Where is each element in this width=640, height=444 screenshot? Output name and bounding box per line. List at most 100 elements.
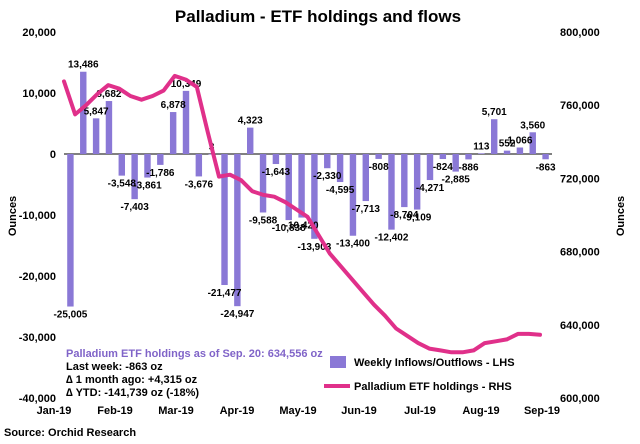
right-tick-label: 760,000 [560,100,600,112]
left-tick-label: -40,000 [19,393,56,405]
holdings-line [62,73,542,355]
x-tick-label: Mar-19 [158,405,193,417]
flow-bar [529,132,536,154]
bar-value-label: 1,066 [507,135,532,146]
bar-value-label: -7,403 [120,202,149,213]
x-tick-label: Apr-19 [220,405,255,417]
flow-bar [349,154,357,236]
bar-value-label: 5,701 [482,107,507,118]
flow-bar [401,154,408,208]
bar-value-label: -2,885 [442,175,471,186]
x-tick-label: Sep-19 [524,405,560,417]
flow-bar [439,154,447,160]
bar-value-label: -10,420 [285,221,319,232]
flow-bar [491,119,498,154]
bar-value-label: 5,847 [84,106,109,117]
left-tick-label: 20,000 [22,27,56,39]
bar-value-label: -10,838 [272,223,306,234]
right-axis-title: Ounces [615,196,627,236]
flow-bar [478,153,485,154]
bar-value-label: -9,109 [403,213,432,224]
legend-bar-swatch [330,356,346,368]
flow-bar [157,154,164,165]
flow-bar [336,154,344,183]
right-tick-label: 720,000 [560,173,600,185]
x-tick-label: May-19 [279,405,316,417]
bar-labels-group: -25,005 13,486 5,847 8,682 -3,548 -7,403 -3,86… [53,60,556,321]
annotation-line: ∆ 1 month ago: +4,315 oz [66,374,198,386]
flow-bar [285,154,292,221]
legend: Weekly Inflows/Outflows - LHS Palladium … [324,356,515,393]
x-tick-label: Jun-19 [341,405,376,417]
bar-value-label: -9,588 [249,215,278,226]
annotation-line: Last week: -863 oz [66,361,163,373]
flow-bar [221,154,228,286]
bar-value-label: -3,548 [108,179,137,190]
right-tick-label: 680,000 [560,247,600,259]
legend-line-label: Palladium ETF holdings - RHS [354,381,512,393]
bar-value-label: -2,330 [313,171,342,182]
bar-value-label: -863 [536,162,556,173]
left-tick-label: 0 [50,149,56,161]
bar-value-label: -3,676 [185,179,214,190]
bar-value-label: -8,704 [390,210,419,221]
flow-bar [426,154,434,181]
bar-value-label: -25,005 [53,310,87,321]
x-tick-label: Jul-19 [404,405,436,417]
flow-bar [118,154,125,176]
flow-bar [413,154,421,210]
flow-bar [182,90,190,154]
flow-bar [452,154,459,172]
flow-bar [272,154,280,165]
flow-bar [542,154,549,160]
chart-title: Palladium - ETF holdings and flows [175,7,461,26]
bar-value-label: 8,682 [96,89,121,100]
flow-bar [195,154,203,177]
bar-value-label: 13,486 [68,60,99,71]
bar-value-label: 113 [473,141,490,152]
right-tick-label: 600,000 [560,393,600,405]
left-tick-label: -10,000 [19,210,56,222]
bar-value-label: -1,786 [146,168,175,179]
bar-value-label: -808 [369,162,389,173]
bar-value-label: -3,861 [133,181,162,192]
bar-value-label: -24,947 [220,309,254,320]
bar-value-label: -7,713 [352,204,381,215]
left-tick-label: 10,000 [22,88,56,100]
flow-bar [324,154,331,169]
left-tick-label: -20,000 [19,271,56,283]
flow-bar [465,154,472,160]
bars-group [67,71,549,307]
bar-value-label: -1,643 [262,167,291,178]
flow-bar [247,127,254,154]
flow-bar [131,154,138,200]
bar-value-label: -4,595 [326,185,355,196]
right-tick-label: 800,000 [560,27,600,39]
flow-bar [80,71,87,154]
bar-value-label: 3,560 [520,120,545,131]
left-axis-title: Ounces [7,196,19,236]
right-tick-label: 640,000 [560,320,600,332]
x-axis: Jan-19 Feb-19 Mar-19 Apr-19 May-19 Jun-19 Jul-… [37,405,560,417]
source-note: Source: Orchid Research [4,427,136,439]
x-tick-label: Aug-19 [462,405,499,417]
bar-value-label: -13,903 [297,242,331,253]
bar-value-label: -886 [459,162,479,173]
flow-bar [362,154,369,202]
flow-bar [298,154,305,218]
bar-value-label: -4,271 [416,183,445,194]
bar-value-label: -824 [433,162,453,173]
right-axis: 800,000 760,000 720,000 680,000 640,000 600,0… [560,27,600,405]
bar-value-label: 4,323 [238,116,263,127]
flow-bar [375,154,382,159]
flow-bar [92,118,100,154]
bar-value-label: 552 [499,139,516,150]
bar-value-label: -21,477 [208,288,242,299]
bar-value-label: 6,878 [161,100,186,111]
flow-bar [105,101,113,154]
x-tick-label: Jan-19 [37,405,72,417]
flow-bar [259,154,267,213]
flow-bar [234,154,241,307]
holdings-annotation: Palladium ETF holdings as of Sep. 20: 63… [66,348,323,399]
